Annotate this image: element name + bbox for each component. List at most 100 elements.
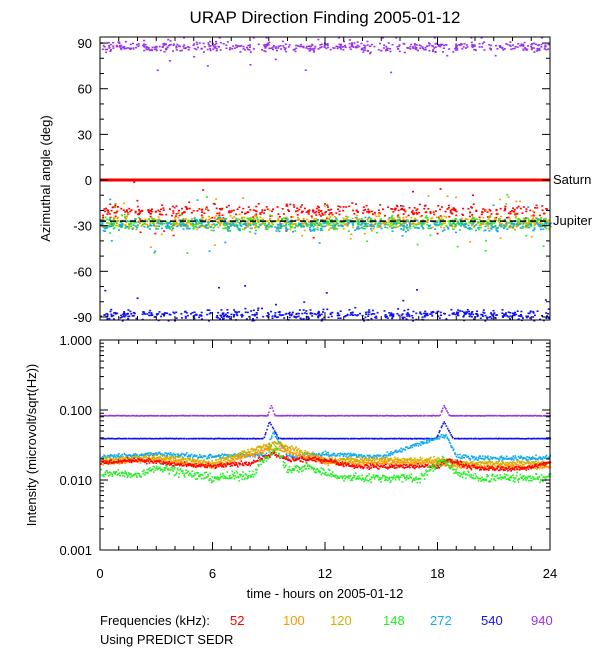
point-272khz xyxy=(178,454,181,457)
point-52khz xyxy=(451,213,454,215)
point-940khz xyxy=(523,415,526,417)
point-940khz xyxy=(311,44,314,47)
point-272khz xyxy=(489,458,491,461)
point-272khz xyxy=(121,223,124,225)
point-52khz xyxy=(453,208,456,210)
point-52khz xyxy=(390,208,393,210)
point-540khz xyxy=(383,438,386,440)
point-272khz xyxy=(237,228,240,231)
point-272khz xyxy=(460,457,462,460)
point-52khz xyxy=(400,205,402,207)
point-148khz xyxy=(192,223,195,226)
point-100khz xyxy=(246,225,248,228)
point-540khz xyxy=(240,315,243,318)
point-272khz xyxy=(117,455,120,458)
point-940khz xyxy=(458,415,461,417)
point-52khz xyxy=(403,208,406,211)
point-148khz xyxy=(321,229,324,231)
point-272khz xyxy=(163,453,165,456)
point-100khz xyxy=(482,216,485,219)
point-940khz xyxy=(267,414,269,416)
point-148khz xyxy=(473,218,476,221)
point-272khz xyxy=(223,218,226,220)
point-272khz xyxy=(345,455,347,458)
point-120khz xyxy=(149,223,152,225)
point-272khz xyxy=(300,454,303,457)
point-52khz xyxy=(235,213,238,216)
point-940khz xyxy=(167,44,170,47)
point-272khz xyxy=(448,439,450,442)
point-120khz xyxy=(131,457,133,459)
point-148khz xyxy=(306,224,309,227)
point-52khz xyxy=(321,212,324,214)
point-272khz xyxy=(510,459,513,461)
point-272khz xyxy=(193,217,196,219)
point-52khz xyxy=(242,207,245,210)
point-940khz xyxy=(534,414,537,417)
point-272khz xyxy=(429,224,432,227)
point-52khz xyxy=(410,211,413,213)
point-940khz xyxy=(434,46,437,48)
point-540khz xyxy=(436,311,439,313)
point-540khz xyxy=(270,423,272,426)
point-148khz xyxy=(252,218,254,221)
point-100khz xyxy=(247,226,250,228)
point-148khz xyxy=(218,216,221,218)
point-540khz xyxy=(141,313,144,316)
point-148khz xyxy=(385,221,388,223)
point-540khz xyxy=(466,438,468,440)
point-120khz xyxy=(303,229,306,232)
point-540khz xyxy=(217,311,220,314)
point-52khz xyxy=(130,209,133,211)
point-272khz xyxy=(457,222,460,225)
point-272khz xyxy=(158,451,161,454)
point-100khz xyxy=(241,216,244,219)
point-940khz xyxy=(268,41,271,44)
point-540khz xyxy=(288,311,291,314)
point-272khz xyxy=(126,220,129,222)
point-940khz xyxy=(415,44,418,46)
point-148khz xyxy=(516,220,519,223)
point-940khz xyxy=(462,415,464,417)
point-272khz xyxy=(294,226,296,229)
point-52khz xyxy=(353,213,356,215)
point-940khz xyxy=(472,44,475,46)
point-100khz xyxy=(413,223,416,225)
point-940khz xyxy=(537,414,539,417)
point-52khz xyxy=(263,209,266,211)
point-540khz xyxy=(540,437,543,440)
point-272khz xyxy=(415,443,417,445)
point-100khz xyxy=(398,218,401,220)
point-120khz xyxy=(507,226,510,229)
point-120khz xyxy=(128,226,131,228)
point-540khz xyxy=(403,309,406,312)
point-120khz xyxy=(509,226,512,229)
point-540khz xyxy=(294,437,296,440)
point-52khz xyxy=(338,210,341,212)
point-120khz xyxy=(350,233,353,236)
point-120khz xyxy=(370,230,373,232)
point-940khz xyxy=(269,407,272,410)
point-940khz xyxy=(540,46,543,48)
point-52khz xyxy=(259,213,262,215)
point-272khz xyxy=(346,223,349,226)
point-940khz xyxy=(247,48,249,51)
point-940khz xyxy=(502,49,505,51)
point-940khz xyxy=(323,46,326,49)
point-540khz xyxy=(290,314,293,317)
point-540khz xyxy=(523,438,526,440)
point-100khz xyxy=(215,214,218,217)
point-272khz xyxy=(441,230,444,232)
point-52khz xyxy=(533,211,536,214)
point-52khz xyxy=(377,209,380,212)
point-120khz xyxy=(312,221,315,223)
point-272khz xyxy=(107,454,110,457)
point-52khz xyxy=(328,209,331,211)
point-272khz xyxy=(390,451,392,453)
point-940khz xyxy=(500,415,503,417)
point-940khz xyxy=(149,49,151,52)
point-940khz xyxy=(169,60,172,62)
point-940khz xyxy=(362,51,365,53)
point-120khz xyxy=(451,219,454,221)
point-148khz xyxy=(480,226,482,229)
